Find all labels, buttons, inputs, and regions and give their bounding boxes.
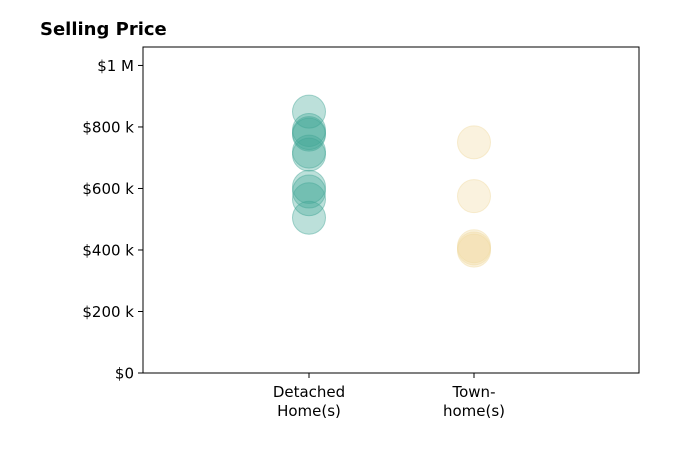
y-tick-label: $400 k <box>82 241 134 259</box>
data-point <box>292 174 326 209</box>
x-category-label: Detached <box>273 383 345 401</box>
data-point <box>292 169 326 204</box>
chart-title: Selling Price <box>40 19 167 40</box>
data-point <box>457 125 491 160</box>
y-tick-label: $1 M <box>97 57 134 75</box>
y-tick-label: $600 k <box>82 180 134 198</box>
y-tick-label: $800 k <box>82 118 134 136</box>
data-point <box>292 137 326 172</box>
data-point <box>292 200 326 235</box>
plot-frame <box>142 46 640 374</box>
data-point <box>457 233 491 268</box>
data-point <box>292 113 326 148</box>
data-point <box>292 94 326 129</box>
x-category-label: Home(s) <box>277 402 341 420</box>
y-tick-label: $0 <box>115 365 134 383</box>
data-point <box>292 117 326 152</box>
data-point <box>457 231 491 266</box>
plot-area <box>142 46 640 374</box>
data-point <box>457 229 491 264</box>
x-category-label: home(s) <box>443 402 505 420</box>
data-point <box>292 116 326 151</box>
x-category-label: Town- <box>452 383 496 401</box>
y-axis: $0 $200 k $400 k $600 k $800 k $1 M <box>82 57 143 383</box>
data-points <box>292 94 491 268</box>
data-point <box>292 182 326 217</box>
data-point <box>457 179 491 214</box>
data-point <box>292 134 326 169</box>
y-tick-label: $200 k <box>82 303 134 321</box>
